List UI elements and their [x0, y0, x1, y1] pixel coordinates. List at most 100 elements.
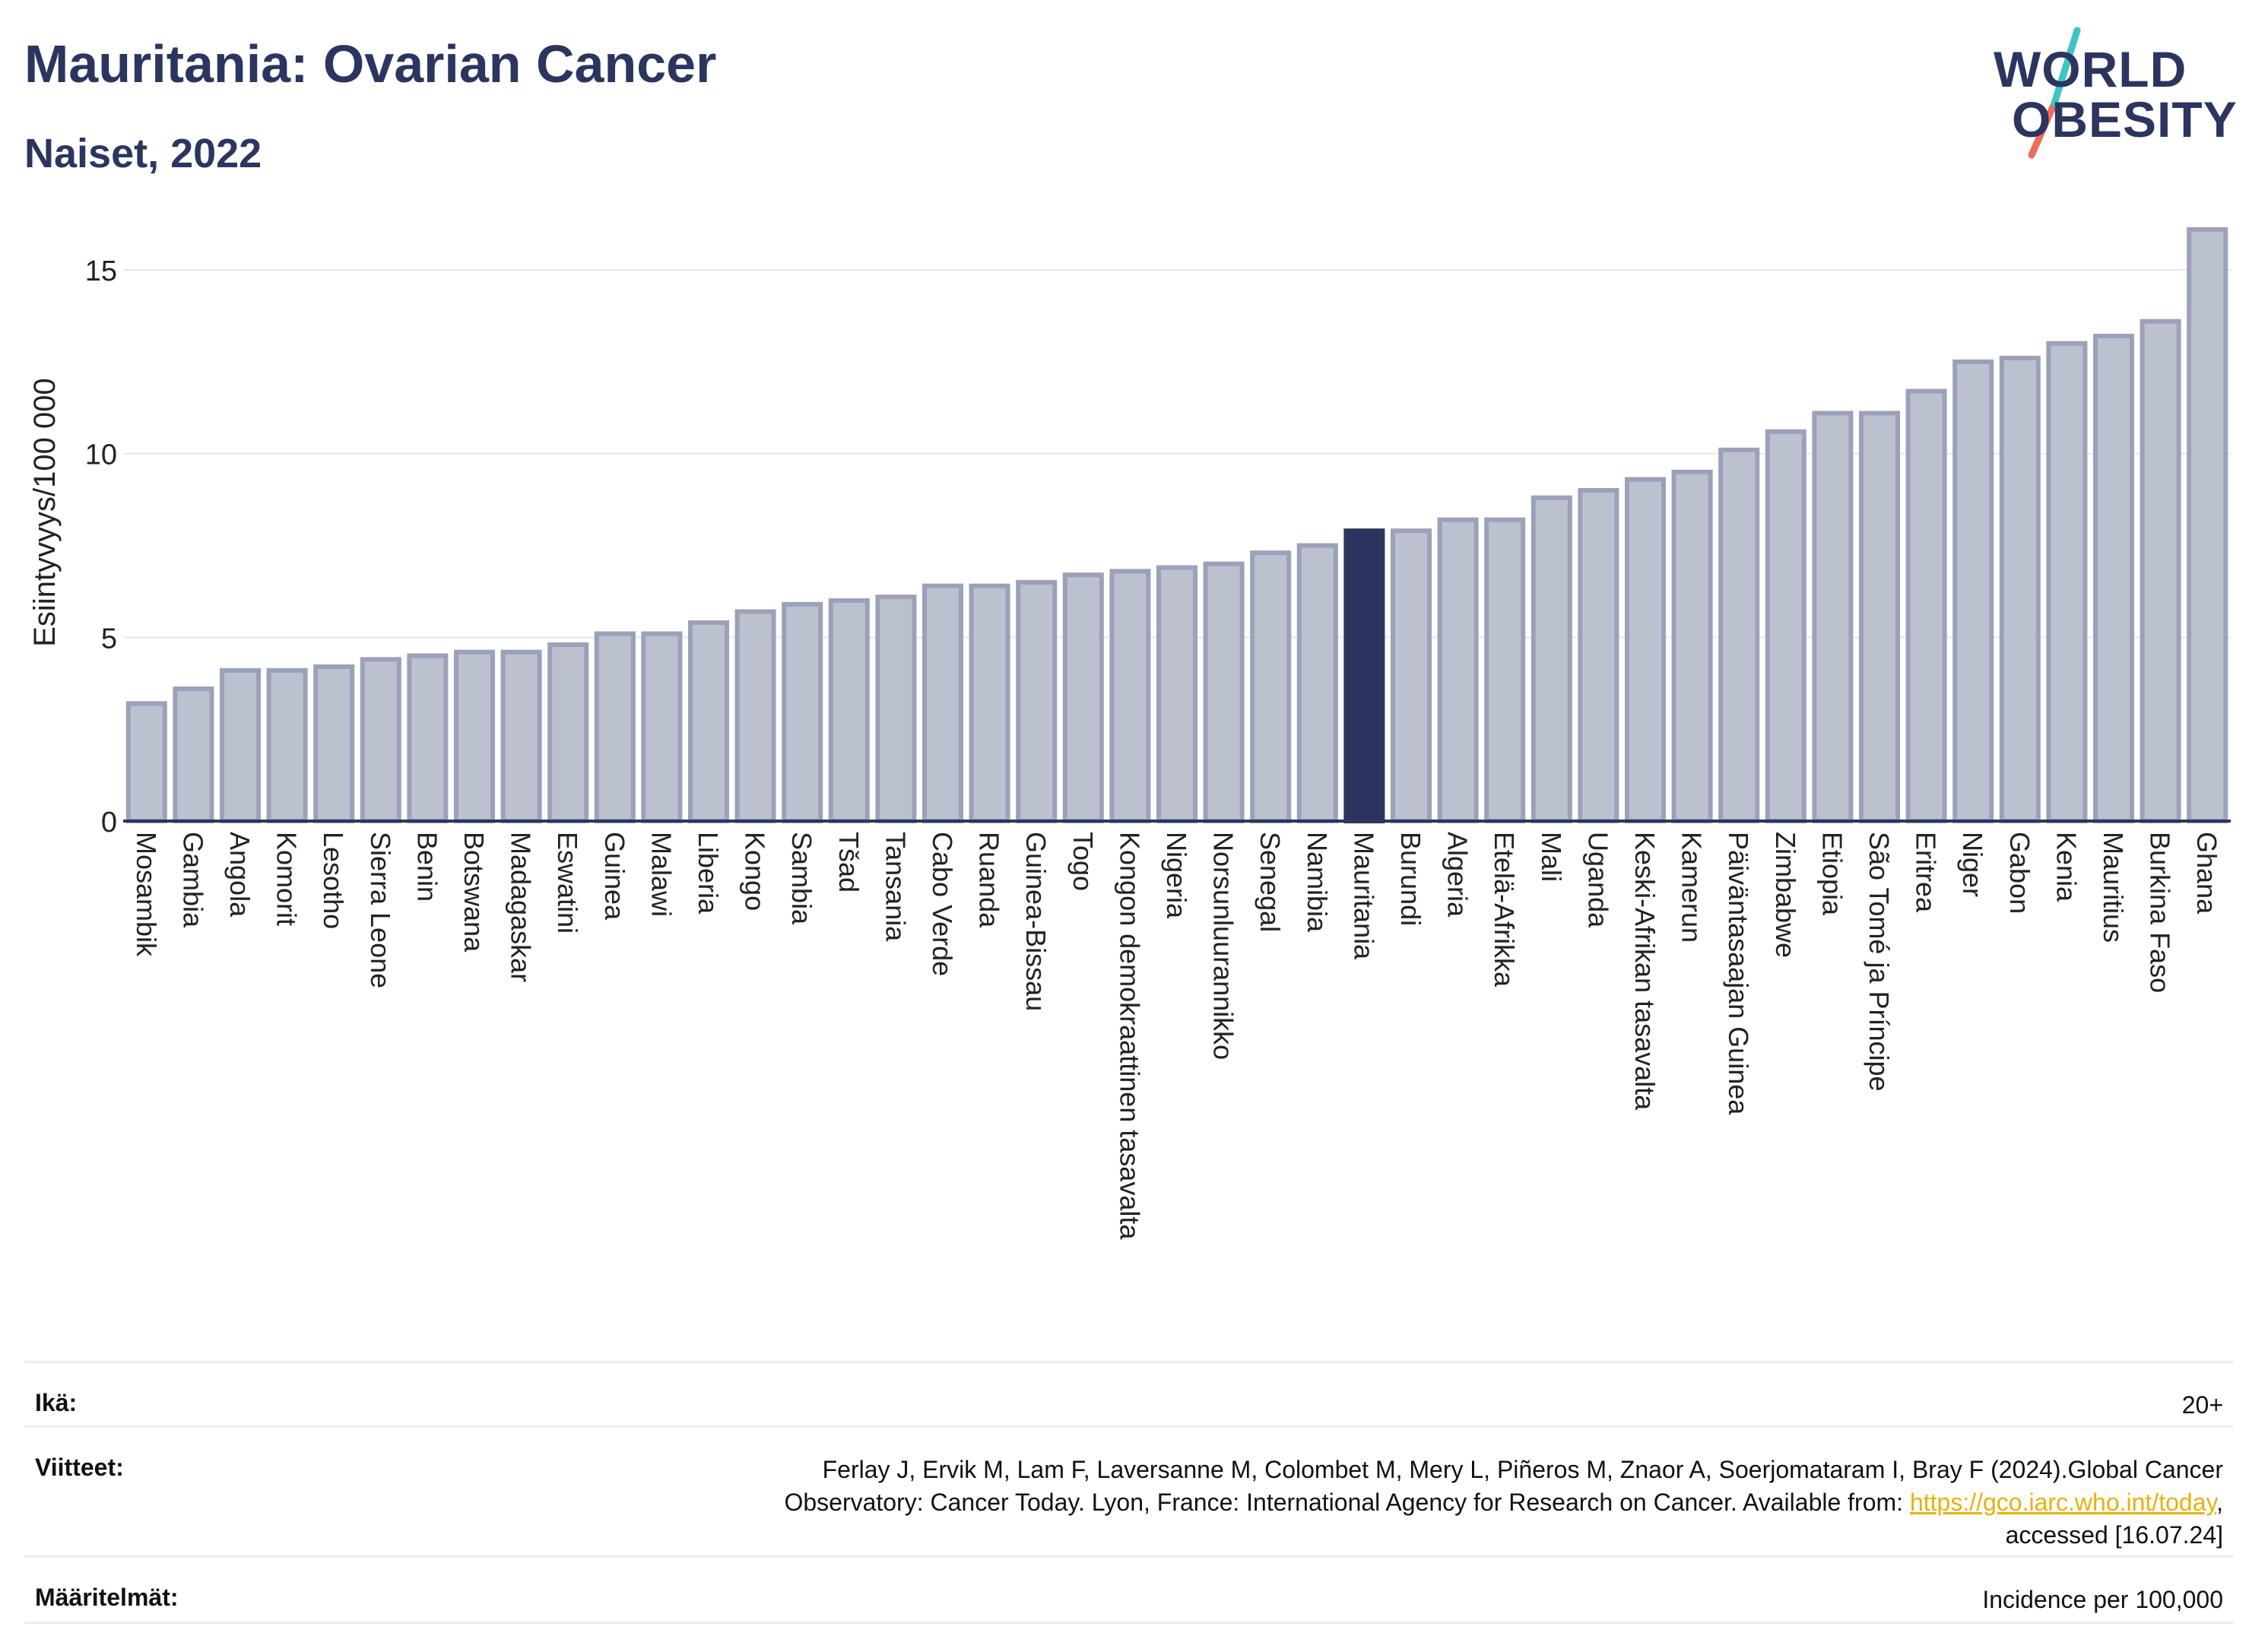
- x-tick-label: Niger: [1957, 832, 1988, 897]
- bar-angola[interactable]: [219, 667, 262, 823]
- bar-mali[interactable]: [1531, 495, 1572, 823]
- bar-burundi[interactable]: [1390, 528, 1432, 823]
- bar-eswatini[interactable]: [547, 642, 589, 823]
- logo-line-2: OBESITY: [2012, 91, 2238, 147]
- bar-togo[interactable]: [1062, 572, 1104, 823]
- bar-kongo[interactable]: [734, 609, 776, 823]
- bar-norsunluurannikko[interactable]: [1203, 561, 1245, 823]
- bar-guinea[interactable]: [594, 631, 636, 823]
- y-tick-label: 0: [101, 807, 117, 839]
- tick-labels: 0 5 10 15 Esiintyvyys/100 000 Mosambik Gambia A…: [28, 255, 2222, 1240]
- world-obesity-logo: WORLD OBESITY: [1977, 21, 2238, 166]
- x-tick-label: Kamerun: [1676, 832, 1708, 943]
- x-tick-label: Nigeria: [1161, 832, 1192, 919]
- bar-t-ad[interactable]: [828, 598, 870, 823]
- references-link[interactable]: https://gco.iarc.who.int/today: [1909, 1489, 2217, 1516]
- x-tick-label: Ghana: [2191, 832, 2222, 915]
- definitions-value: Incidence per 100,000: [1982, 1586, 2223, 1613]
- x-tick-label: Kenia: [2051, 832, 2082, 902]
- x-tick-label: Mauritius: [2098, 832, 2129, 943]
- x-tick-label: Tšad: [833, 832, 864, 893]
- y-axis-title: Esiintyvyys/100 000: [28, 378, 62, 647]
- bar-malawi[interactable]: [641, 631, 683, 823]
- bar-mosambik[interactable]: [125, 701, 167, 823]
- references-label: Viitteet:: [35, 1454, 124, 1481]
- x-tick-label: São Tomé ja Príncipe: [1864, 832, 1895, 1092]
- references-line-2: Observatory: Cancer Today. Lyon, France:…: [784, 1489, 1910, 1516]
- bar-komorit[interactable]: [266, 667, 308, 823]
- bar-algeria[interactable]: [1437, 517, 1479, 823]
- bar-etiopia[interactable]: [1812, 411, 1854, 823]
- x-tick-label: Burkina Faso: [2145, 832, 2176, 993]
- bar-mauritania[interactable]: [1343, 528, 1385, 823]
- bar-senegal[interactable]: [1250, 550, 1292, 823]
- x-tick-label: Angola: [224, 832, 255, 918]
- x-tick-label: Sambia: [786, 832, 817, 925]
- x-tick-label: Etelä-Afrikka: [1489, 832, 1520, 988]
- bar-eritrea[interactable]: [1905, 388, 1947, 823]
- x-tick-label: Mali: [1536, 832, 1567, 882]
- bar-botswana[interactable]: [453, 649, 496, 824]
- bar-uganda[interactable]: [1578, 488, 1619, 823]
- bar-burkina-faso[interactable]: [2140, 319, 2181, 823]
- references-text: Ferlay J, Ervik M, Lam F, Laversanne M, …: [784, 1454, 2223, 1552]
- bar-p-iv-ntasaajan-guinea[interactable]: [1718, 447, 1760, 823]
- chart-title: Mauritania: Ovarian Cancer: [24, 34, 717, 94]
- x-tick-label: Guinea-Bissau: [1020, 832, 1052, 1011]
- logo-line-1: WORLD: [1994, 41, 2187, 97]
- bar-sambia[interactable]: [782, 601, 823, 823]
- x-tick-label: Päiväntasaajan Guinea: [1723, 832, 1754, 1115]
- bar-kongon-demokraattinen-tasavalta[interactable]: [1109, 569, 1151, 823]
- x-tick-label: Algeria: [1442, 832, 1473, 918]
- info-row-definitions: Määritelmät: Incidence per 100,000: [24, 1555, 2234, 1624]
- bar-keski-afrikan-tasavalta[interactable]: [1624, 477, 1667, 823]
- x-tick-label: Mauritania: [1348, 832, 1379, 960]
- logo-slash-icon: [2028, 27, 2081, 159]
- x-tick-label: Eritrea: [1911, 832, 1942, 913]
- bar-namibia[interactable]: [1296, 543, 1338, 823]
- x-tick-label: Eswatini: [552, 832, 583, 934]
- chart-subtitle: Naiset, 2022: [24, 131, 262, 176]
- x-tick-label: Liberia: [693, 832, 724, 915]
- x-tick-label: Keski-Afrikan tasavalta: [1629, 832, 1661, 1111]
- x-tick-label: Gambia: [177, 832, 208, 928]
- references-line-3: accessed [16.07.24]: [2005, 1521, 2223, 1549]
- bars: [125, 227, 2228, 824]
- bar-tansania[interactable]: [875, 595, 917, 824]
- definitions-label: Määritelmät:: [35, 1584, 179, 1611]
- x-tick-label: Sierra Leone: [365, 832, 396, 988]
- x-tick-label: Lesotho: [318, 832, 349, 929]
- bar-ghana[interactable]: [2187, 227, 2228, 824]
- bar-cabo-verde[interactable]: [921, 583, 964, 824]
- bar-guinea-bissau[interactable]: [1016, 579, 1058, 823]
- bar-niger[interactable]: [1952, 359, 1994, 824]
- bar-mauritius[interactable]: [2092, 334, 2135, 823]
- bar-gabon[interactable]: [1999, 356, 2041, 823]
- bar-madagaskar[interactable]: [500, 649, 542, 824]
- x-tick-label: Botswana: [458, 832, 490, 953]
- y-tick-label: 10: [85, 439, 117, 471]
- bar-etel-afrikka[interactable]: [1484, 517, 1526, 823]
- bar-s-o-tom-ja-pr-ncipe[interactable]: [1858, 411, 1901, 823]
- bar-zimbabwe[interactable]: [1765, 429, 1806, 823]
- x-tick-label: Guinea: [599, 832, 630, 921]
- x-tick-label: Kongon demokraattinen tasavalta: [1114, 832, 1145, 1240]
- logo-slash-upper: [2051, 27, 2081, 107]
- bar-benin[interactable]: [407, 653, 449, 823]
- bar-liberia[interactable]: [687, 620, 730, 823]
- x-tick-label: Uganda: [1582, 832, 1613, 928]
- bar-gambia[interactable]: [173, 686, 214, 823]
- bar-lesotho[interactable]: [313, 664, 355, 823]
- bar-kenia[interactable]: [2046, 341, 2088, 823]
- x-tick-label: Mosambik: [131, 832, 162, 957]
- references-line-1: Ferlay J, Ervik M, Lam F, Laversanne M, …: [822, 1456, 2223, 1483]
- bar-sierra-leone[interactable]: [360, 657, 401, 823]
- x-tick-label: Etiopia: [1816, 832, 1848, 916]
- bar-kamerun[interactable]: [1671, 469, 1713, 823]
- x-tick-label: Senegal: [1255, 832, 1286, 932]
- x-tick-label: Tansania: [880, 832, 911, 942]
- x-tick-label: Namibia: [1302, 832, 1333, 933]
- bar-nigeria[interactable]: [1156, 565, 1198, 823]
- bar-ruanda[interactable]: [969, 583, 1010, 824]
- x-tick-label: Komorit: [271, 832, 303, 926]
